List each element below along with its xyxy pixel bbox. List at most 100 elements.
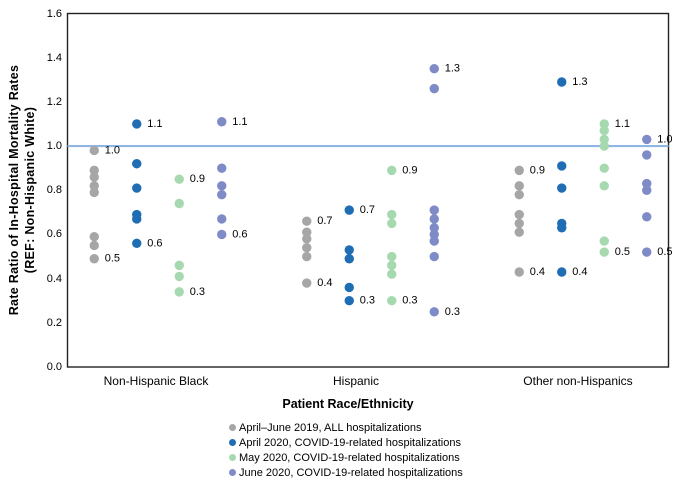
data-point xyxy=(217,163,227,173)
point-label: 1.1 xyxy=(232,116,247,128)
y-tick-label: 0.4 xyxy=(46,272,62,285)
point-label: 0.9 xyxy=(402,164,417,176)
point-label: 1.1 xyxy=(615,118,630,130)
data-point xyxy=(89,181,99,191)
legend-row: April 2020, COVID-19-related hospitaliza… xyxy=(229,435,463,450)
data-point xyxy=(344,245,354,255)
data-point xyxy=(387,209,397,220)
data-point xyxy=(217,181,227,191)
data-point xyxy=(429,229,439,240)
data-point xyxy=(387,269,397,279)
data-point xyxy=(642,247,652,257)
point-label: 0.3 xyxy=(445,306,460,318)
data-point xyxy=(132,119,142,129)
point-label: 0.9 xyxy=(190,173,205,185)
legend: April–June 2019, ALL hospitalizations Apr… xyxy=(229,420,463,480)
legend-marker-icon xyxy=(229,469,236,476)
data-point xyxy=(429,223,439,233)
point-label: 0.9 xyxy=(530,164,545,176)
data-point xyxy=(387,218,397,229)
point-label: 0.3 xyxy=(360,295,375,307)
data-point xyxy=(599,134,609,145)
data-point xyxy=(514,267,524,277)
point-label: 1.0 xyxy=(657,133,672,145)
data-point xyxy=(89,240,99,251)
data-point xyxy=(429,214,439,224)
x-category-label: Other non-Hispanics xyxy=(523,374,633,388)
data-point xyxy=(174,198,184,209)
data-point xyxy=(344,296,354,306)
point-label: 1.3 xyxy=(572,76,587,88)
legend-marker-icon xyxy=(229,424,236,431)
point-label: 1.3 xyxy=(445,63,460,75)
data-point xyxy=(387,296,397,306)
point-label: 0.4 xyxy=(317,277,332,289)
point-label: 0.5 xyxy=(105,253,120,265)
data-point xyxy=(514,227,524,237)
point-label: 0.7 xyxy=(317,215,332,227)
data-point xyxy=(89,187,99,198)
x-category-label: Hispanic xyxy=(332,374,380,388)
data-point xyxy=(174,287,184,297)
data-point xyxy=(599,236,609,246)
y-tick-label: 1.4 xyxy=(46,51,62,64)
point-label: 0.4 xyxy=(572,266,587,278)
data-point xyxy=(642,150,652,160)
x-axis-title: Patient Race/Ethnicity xyxy=(282,397,414,411)
data-point xyxy=(132,183,142,193)
y-tick-label: 0.0 xyxy=(46,361,62,373)
data-point xyxy=(557,161,567,171)
data-point xyxy=(557,223,567,233)
legend-row: April–June 2019, ALL hospitalizations xyxy=(229,420,463,435)
data-point xyxy=(557,77,567,87)
y-tick-label: 0.8 xyxy=(46,184,62,197)
point-label: 0.7 xyxy=(360,204,375,216)
data-point xyxy=(217,229,227,240)
data-point xyxy=(302,234,312,244)
data-point xyxy=(89,145,99,156)
data-point xyxy=(302,251,312,262)
data-point xyxy=(429,251,439,262)
legend-marker-icon xyxy=(229,439,236,446)
data-point xyxy=(132,238,142,248)
point-label: 0.5 xyxy=(615,246,630,258)
data-point xyxy=(557,267,567,277)
data-point xyxy=(599,181,609,191)
data-point xyxy=(429,83,439,94)
data-point xyxy=(642,212,652,222)
data-point xyxy=(302,278,312,288)
data-point xyxy=(302,216,312,226)
data-point xyxy=(174,271,184,282)
data-point xyxy=(429,307,439,317)
data-point xyxy=(514,181,524,191)
data-point xyxy=(599,141,609,151)
data-point xyxy=(302,227,312,237)
data-point xyxy=(89,254,99,264)
data-point xyxy=(599,163,609,173)
data-point xyxy=(89,165,99,176)
data-point xyxy=(599,247,609,257)
plot-border xyxy=(66,12,670,368)
data-point xyxy=(387,260,397,271)
data-point xyxy=(429,64,439,74)
data-point xyxy=(514,165,524,176)
data-point xyxy=(89,172,99,182)
legend-label: April 2020, COVID-19-related hospitaliza… xyxy=(239,436,461,449)
legend-marker-icon xyxy=(229,454,236,461)
data-point xyxy=(132,214,142,224)
data-point xyxy=(344,205,354,215)
y-tick-label: 1.2 xyxy=(46,95,62,108)
y-tick-label: 1.0 xyxy=(46,140,62,153)
data-point xyxy=(514,189,524,200)
y-tick-label: 0.2 xyxy=(46,316,62,329)
data-point xyxy=(514,209,524,220)
point-label: 0.5 xyxy=(657,246,672,258)
data-point xyxy=(217,189,227,200)
point-label: 1.1 xyxy=(147,118,162,130)
point-label: 0.3 xyxy=(190,286,205,298)
legend-label: May 2020, COVID-19-related hospitalizati… xyxy=(239,451,460,464)
data-point xyxy=(642,134,652,145)
data-point xyxy=(387,165,397,176)
